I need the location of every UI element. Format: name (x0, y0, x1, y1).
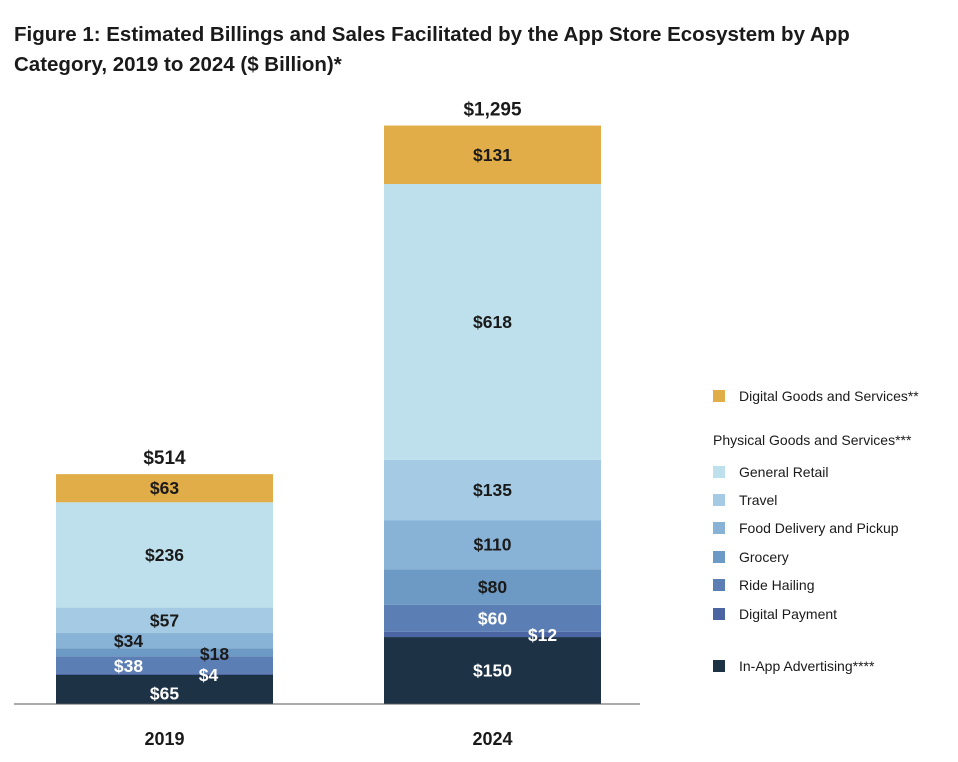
segment-label-2024-0: $150 (473, 661, 512, 681)
total-labels-group: $514 $1,295 (143, 100, 522, 470)
segment-label-2019-7: $63 (150, 478, 179, 498)
total-label-2024: $1,295 (463, 100, 522, 121)
legend-label: General Retail (739, 464, 829, 480)
bar-segment-2024-0 (384, 637, 601, 704)
bar-segment-2019-2 (56, 656, 273, 674)
legend-label: Digital Payment (739, 606, 838, 622)
legend-item-digital-payment: Digital Payment (713, 604, 837, 624)
legend-swatch (713, 390, 725, 402)
bar-segment-2024-2 (384, 604, 601, 632)
legend-item-general-retail: General Retail (713, 462, 829, 482)
segment-label-2024-5: $135 (473, 480, 512, 500)
segment-label-2024-6: $618 (473, 312, 512, 332)
legend-swatch (713, 608, 725, 620)
bar-segment-2024-1 (384, 631, 601, 638)
segment-label-2019-3: $18 (200, 644, 229, 664)
segment-label-2019-1: $4 (199, 665, 219, 685)
legend-swatch (713, 551, 725, 563)
legend-item-ride-hailing: Ride Hailing (713, 575, 814, 595)
segment-label-2019-6: $236 (145, 545, 184, 565)
segment-label-2019-2: $38 (114, 656, 143, 676)
legend-swatch (713, 494, 725, 506)
legend-swatch (713, 522, 725, 534)
segment-label-2019-5: $57 (150, 610, 179, 630)
bar-segment-2024-3 (384, 569, 601, 605)
segment-label-2024-7: $131 (473, 145, 512, 165)
bar-segment-2019-1 (56, 673, 273, 675)
bar-segment-2024-6 (384, 184, 601, 460)
legend-item-food-delivery: Food Delivery and Pickup (713, 518, 899, 538)
segment-label-2024-4: $110 (474, 535, 512, 555)
bar-segment-2024-5 (384, 459, 601, 521)
bar-segment-2024-4 (384, 520, 601, 570)
legend-item-digital-goods: Digital Goods and Services** (713, 386, 919, 406)
x-tick-label-2019: 2019 (144, 729, 184, 749)
bar-segment-2024-7 (384, 125, 601, 185)
legend-swatch (713, 579, 725, 591)
legend-group-title: Physical Goods and Services*** (713, 432, 912, 448)
segment-labels-group: $65 $4 $38 $18 $34 $57 $236 $63 $150 $12 $60 $80 $11… (114, 145, 557, 704)
bar-segment-2019-3 (56, 648, 273, 657)
total-label-2019: $514 (143, 448, 186, 469)
segment-label-2019-0: $65 (150, 683, 179, 703)
legend-label: Grocery (739, 549, 789, 565)
x-tick-labels-group: 2019 2024 (144, 729, 512, 749)
legend-label: Food Delivery and Pickup (739, 520, 899, 536)
legend-label: In-App Advertising**** (739, 658, 875, 674)
x-tick-label-2024: 2024 (472, 729, 512, 749)
bar-segment-2019-4 (56, 633, 273, 649)
legend-item-in-app-advertising: In-App Advertising**** (713, 656, 874, 676)
segment-label-2019-4: $34 (114, 631, 143, 651)
bars-group (56, 125, 601, 704)
legend-swatch (713, 660, 725, 672)
legend-item-grocery: Grocery (713, 547, 789, 567)
legend-item-travel: Travel (713, 490, 777, 510)
bar-segment-2019-7 (56, 474, 273, 503)
legend-label: Travel (739, 492, 778, 508)
chart-title: Figure 1: Estimated Billings and Sales F… (14, 23, 850, 76)
segment-label-2024-1: $12 (528, 625, 557, 645)
legend-label: Digital Goods and Services** (739, 388, 919, 404)
bar-segment-2019-0 (56, 674, 273, 704)
legend-label: Ride Hailing (739, 577, 815, 593)
segment-label-2024-3: $80 (478, 577, 507, 597)
bar-segment-2019-6 (56, 502, 273, 608)
bar-segment-2019-5 (56, 607, 273, 634)
legend-swatch (713, 466, 725, 478)
segment-label-2024-2: $60 (478, 608, 507, 628)
